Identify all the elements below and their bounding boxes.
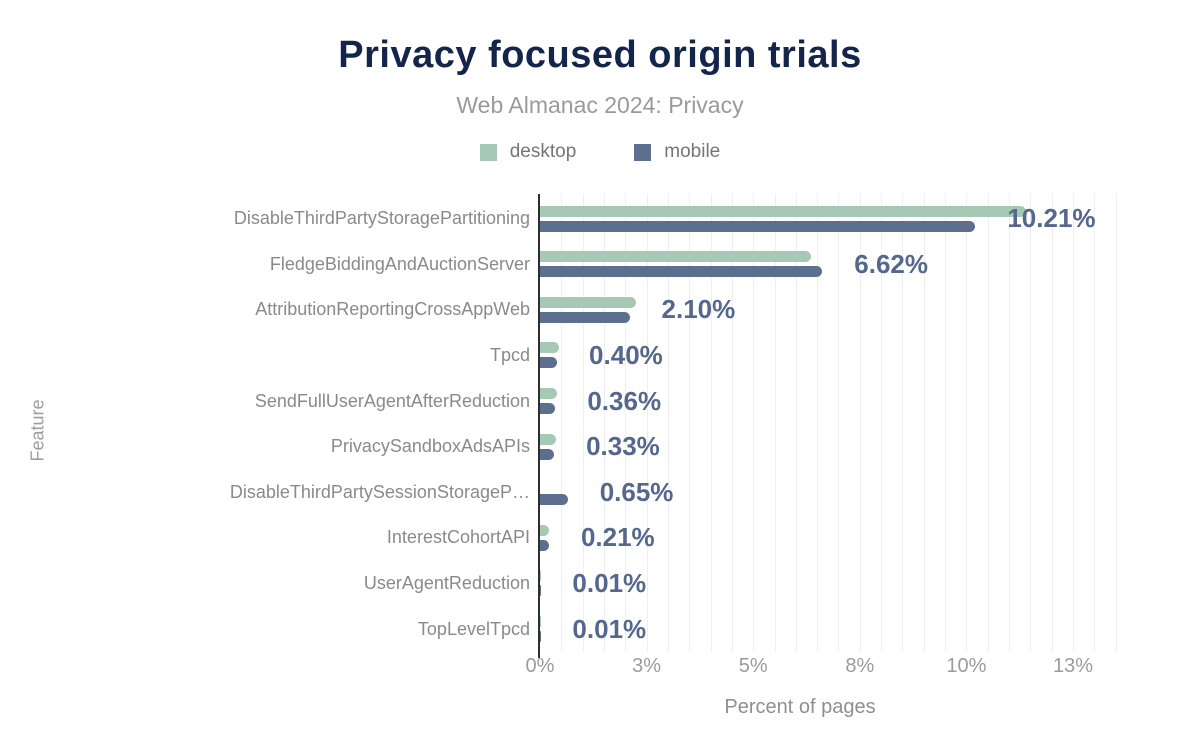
- x-axis-title: Percent of pages: [724, 696, 876, 718]
- mobile-bar: [540, 494, 568, 506]
- gridline: [646, 194, 648, 652]
- legend-label-mobile: mobile: [664, 141, 721, 162]
- feature-label: TopLevelTpcd: [417, 618, 530, 639]
- x-tick-label: 10%: [946, 655, 987, 677]
- legend: desktop mobile: [0, 141, 1200, 163]
- value-label: 0.33%: [586, 431, 660, 462]
- feature-label: InterestCohortAPI: [386, 527, 530, 548]
- gridline: [987, 194, 989, 652]
- desktop-bar: [540, 251, 811, 263]
- desktop-bar: [540, 433, 557, 445]
- desktop-bar: [540, 296, 636, 308]
- legend-label-desktop: desktop: [509, 141, 577, 162]
- x-tick-label: 3%: [632, 655, 662, 677]
- value-label: 6.62%: [854, 248, 928, 279]
- value-label: 0.65%: [599, 476, 674, 507]
- gridline: [731, 194, 733, 652]
- gridline: [881, 194, 883, 652]
- gridline: [966, 194, 968, 652]
- gridline: [1094, 194, 1096, 652]
- gridline: [774, 194, 776, 652]
- gridline: [667, 194, 669, 652]
- y-axis-title: Feature: [27, 399, 48, 462]
- feature-label: UserAgentReduction: [363, 573, 530, 594]
- feature-label: SendFullUserAgentAfterReduction: [254, 390, 530, 411]
- gridline: [1030, 194, 1032, 652]
- mobile-bar: [540, 539, 549, 551]
- desktop-bar: [540, 387, 558, 399]
- legend-item-mobile: mobile: [634, 141, 720, 163]
- gridline: [1073, 194, 1074, 652]
- feature-label: DisableThirdPartySessionStorageP…: [229, 481, 530, 502]
- gridline: [1115, 194, 1117, 652]
- x-tick-label: 5%: [738, 655, 768, 677]
- gridline: [1009, 194, 1011, 652]
- x-tick-label: 13%: [1052, 655, 1094, 677]
- desktop-swatch-icon: [479, 143, 497, 161]
- value-label: 2.10%: [661, 294, 736, 325]
- mobile-bar: [540, 357, 558, 369]
- feature-label: PrivacySandboxAdsAPIs: [330, 436, 530, 457]
- legend-item-desktop: desktop: [479, 141, 577, 163]
- chart-subtitle: Web Almanac 2024: Privacy: [456, 92, 744, 118]
- chart-title: Privacy focused origin trials: [338, 34, 862, 76]
- value-label: 0.01%: [572, 613, 647, 644]
- gridline: [817, 194, 819, 652]
- mobile-bar: [540, 448, 555, 460]
- mobile-bar: [540, 266, 823, 278]
- value-label: 0.36%: [587, 385, 662, 416]
- feature-label: FledgeBiddingAndAuctionServer: [269, 253, 530, 274]
- desktop-bar: [540, 205, 1027, 217]
- gridline: [561, 194, 563, 652]
- gridline: [945, 194, 947, 652]
- feature-label: AttributionReportingCrossAppWeb: [255, 299, 530, 320]
- desktop-bar: [540, 524, 550, 536]
- gridline: [753, 194, 755, 652]
- gridline: [582, 194, 584, 652]
- gridline: [859, 194, 861, 652]
- x-tick-label: 0%: [525, 655, 555, 677]
- gridline: [710, 194, 712, 652]
- y-axis-line: [538, 194, 540, 658]
- value-label: 0.21%: [580, 522, 655, 553]
- gridline: [689, 194, 691, 652]
- mobile-bar: [540, 220, 976, 232]
- gridline: [923, 194, 925, 652]
- gridline: [838, 194, 840, 652]
- gridline: [1051, 194, 1053, 652]
- mobile-swatch-icon: [634, 143, 652, 161]
- mobile-bar: [540, 311, 630, 323]
- gridline: [603, 194, 605, 652]
- gridline: [625, 194, 627, 652]
- mobile-bar: [540, 402, 556, 414]
- gridline: [902, 194, 904, 652]
- value-label: 0.01%: [572, 568, 647, 599]
- gridline: [795, 194, 797, 652]
- x-tick-label: 8%: [845, 655, 875, 677]
- value-label: 0.40%: [589, 340, 663, 371]
- value-label: 10.21%: [1007, 203, 1096, 234]
- feature-label: Tpcd: [489, 345, 530, 366]
- desktop-bar: [540, 342, 560, 354]
- feature-label: DisableThirdPartyStoragePartitioning: [233, 208, 530, 229]
